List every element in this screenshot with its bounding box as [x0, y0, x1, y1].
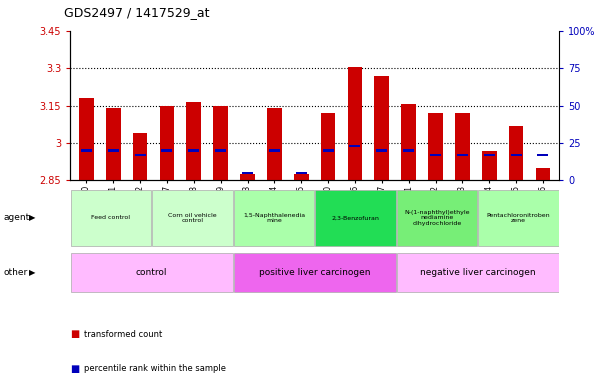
Bar [536, 168, 551, 180]
Bar [509, 126, 524, 180]
Bar [81, 149, 92, 152]
Bar [511, 154, 522, 156]
Bar [267, 108, 282, 180]
Bar [375, 76, 389, 180]
Bar [234, 253, 395, 293]
Text: ■: ■ [70, 364, 79, 374]
Bar [108, 149, 119, 152]
Bar [240, 174, 255, 180]
Text: 2,3-Benzofuran: 2,3-Benzofuran [331, 215, 379, 220]
Text: ▶: ▶ [29, 214, 36, 222]
Text: negative liver carcinogen: negative liver carcinogen [420, 268, 535, 277]
Bar [484, 154, 495, 156]
Bar [457, 154, 468, 156]
Bar [71, 253, 233, 293]
Bar [159, 106, 174, 180]
Bar [430, 154, 441, 156]
Bar [106, 108, 120, 180]
Bar [455, 113, 470, 180]
Bar [71, 190, 151, 246]
Bar [349, 145, 360, 147]
Bar [323, 149, 334, 152]
Bar [242, 172, 253, 174]
Bar [428, 113, 443, 180]
Bar [152, 190, 233, 246]
Bar [186, 102, 201, 180]
Bar [348, 67, 362, 180]
Bar [482, 151, 497, 180]
Bar [321, 113, 335, 180]
Bar [188, 149, 199, 152]
Text: Pentachloronitroben
zene: Pentachloronitroben zene [486, 212, 550, 223]
Text: positive liver carcinogen: positive liver carcinogen [259, 268, 370, 277]
Text: percentile rank within the sample: percentile rank within the sample [84, 364, 225, 373]
Bar [133, 133, 147, 180]
Bar [376, 149, 387, 152]
Text: Feed control: Feed control [92, 215, 131, 220]
Text: other: other [3, 268, 27, 277]
Bar [213, 106, 228, 180]
Bar [134, 154, 145, 156]
Bar [538, 154, 549, 156]
Text: ▶: ▶ [29, 268, 36, 277]
Text: control: control [136, 268, 167, 277]
Bar [315, 190, 395, 246]
Bar [161, 149, 172, 152]
Bar [403, 149, 414, 152]
Bar [234, 190, 314, 246]
Text: 1,5-Naphthalenedia
mine: 1,5-Naphthalenedia mine [243, 212, 305, 223]
Bar [269, 149, 280, 152]
Text: GDS2497 / 1417529_at: GDS2497 / 1417529_at [64, 6, 210, 19]
Bar [215, 149, 226, 152]
Bar [397, 253, 558, 293]
Text: transformed count: transformed count [84, 329, 162, 339]
Bar [478, 190, 558, 246]
Text: agent: agent [3, 214, 29, 222]
Bar [294, 174, 309, 180]
Bar [296, 172, 307, 174]
Bar [397, 190, 477, 246]
Text: ■: ■ [70, 329, 79, 339]
Text: Corn oil vehicle
control: Corn oil vehicle control [168, 212, 217, 223]
Text: N-(1-naphthyl)ethyle
nediamine
dihydrochloride: N-(1-naphthyl)ethyle nediamine dihydroch… [404, 210, 470, 226]
Bar [79, 98, 93, 180]
Bar [401, 104, 416, 180]
